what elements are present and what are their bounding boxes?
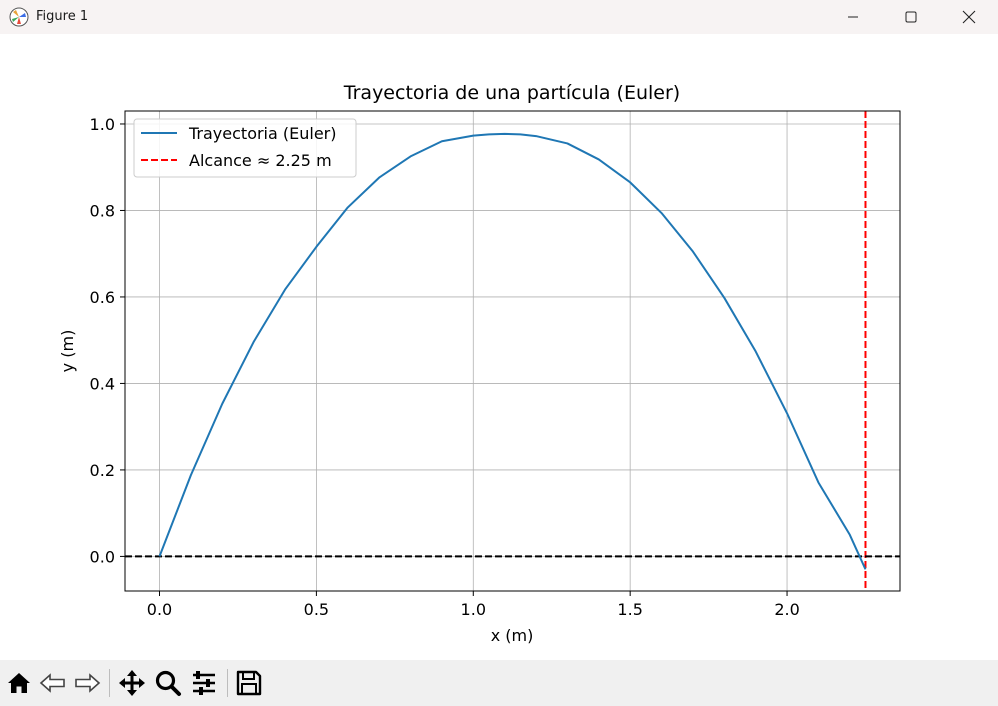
reference-lines xyxy=(125,111,900,591)
legend: Trayectoria (Euler) Alcance ≈ 2.25 m xyxy=(133,118,357,178)
x-axis-label: x (m) xyxy=(491,626,534,645)
save-icon xyxy=(236,670,262,696)
legend-box xyxy=(133,118,357,178)
pan-icon xyxy=(119,670,145,696)
x-axis: 0.0 0.5 1.0 1.5 2.0 xyxy=(147,591,800,619)
plot-frame xyxy=(124,110,901,592)
x-tick-label: 2.0 xyxy=(774,600,799,619)
toolbar-separator xyxy=(109,669,110,697)
y-tick-label: 0.0 xyxy=(90,547,115,566)
y-tick-label: 0.4 xyxy=(90,374,115,393)
forward-button[interactable] xyxy=(72,668,102,698)
legend-label-range: Alcance ≈ 2.25 m xyxy=(189,151,332,170)
back-icon xyxy=(39,673,65,693)
pan-button[interactable] xyxy=(117,668,147,698)
x-tick-label: 1.5 xyxy=(617,600,642,619)
chart-title: Trayectoria de una partícula (Euler) xyxy=(343,82,680,104)
y-tick-label: 0.6 xyxy=(90,288,115,307)
y-tick-label: 1.0 xyxy=(90,115,115,134)
grid xyxy=(125,111,900,591)
back-button[interactable] xyxy=(38,668,68,698)
y-tick-label: 0.8 xyxy=(90,201,115,220)
title-bar: Figure 1 xyxy=(0,0,998,34)
minimize-icon xyxy=(848,16,858,18)
trajectory-line xyxy=(158,132,867,570)
zoom-button[interactable] xyxy=(153,668,183,698)
configure-subplots-button[interactable] xyxy=(189,668,219,698)
forward-icon xyxy=(75,673,101,693)
maximize-button[interactable] xyxy=(882,0,940,34)
save-button[interactable] xyxy=(234,668,264,698)
chart: Trayectoria de una partícula (Euler) 0.0… xyxy=(58,82,901,645)
x-tick-label: 0.0 xyxy=(147,600,172,619)
home-button[interactable] xyxy=(4,668,34,698)
home-icon xyxy=(8,673,30,693)
navigation-toolbar xyxy=(0,660,998,706)
zoom-icon xyxy=(155,670,181,696)
minimize-button[interactable] xyxy=(824,0,882,34)
close-button[interactable] xyxy=(940,0,998,34)
maximize-icon xyxy=(905,11,917,23)
x-tick-label: 1.0 xyxy=(461,600,486,619)
y-tick-label: 0.2 xyxy=(90,461,115,480)
window-title: Figure 1 xyxy=(36,9,89,24)
toolbar-separator xyxy=(227,669,228,697)
y-axis: 0.0 0.2 0.4 0.6 0.8 1.0 xyxy=(90,115,125,566)
app-icon xyxy=(9,7,29,27)
series-layer xyxy=(158,132,867,570)
figure-canvas: Trayectoria de una partícula (Euler) 0.0… xyxy=(0,34,998,660)
configure-subplots-icon xyxy=(193,671,215,695)
y-axis-label: y (m) xyxy=(58,330,77,373)
x-tick-label: 0.5 xyxy=(304,600,329,619)
legend-label-trajectory: Trayectoria (Euler) xyxy=(188,124,337,143)
close-icon xyxy=(962,10,976,24)
